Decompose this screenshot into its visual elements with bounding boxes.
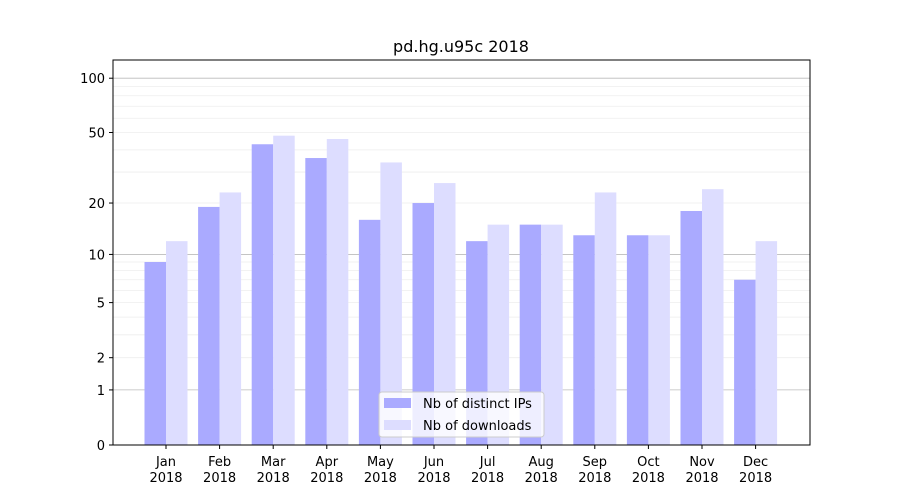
y-tick-label: 2 [97, 352, 105, 367]
x-tick-label: Jan 2018 [149, 455, 182, 486]
bar-distinct-ips [680, 210, 702, 445]
bar-distinct-ips [734, 279, 756, 445]
bar-downloads [541, 224, 563, 445]
y-tick-label: 20 [88, 197, 105, 212]
legend-swatch-downloads [384, 420, 411, 430]
bar-distinct-ips [144, 262, 166, 445]
bar-distinct-ips [251, 144, 274, 445]
y-tick-label: 5 [97, 297, 105, 312]
bar-downloads [166, 241, 188, 445]
bar-distinct-ips [573, 235, 595, 445]
bar-downloads [702, 189, 724, 445]
x-tick-label: Oct 2018 [632, 455, 665, 486]
bar-distinct-ips [305, 158, 327, 445]
x-tick-label: Nov 2018 [685, 455, 718, 486]
bar-distinct-ips [412, 203, 434, 445]
x-tick-label: Jun 2018 [417, 455, 450, 486]
y-tick-label: 10 [88, 248, 105, 263]
bar-downloads [594, 192, 617, 445]
bar-downloads [380, 162, 402, 445]
legend-box [378, 391, 545, 438]
y-tick-label: 0 [97, 439, 105, 454]
legend: Nb of distinct IPs Nb of downloads [378, 391, 545, 438]
legend-label-ips: Nb of distinct IPs [423, 397, 532, 412]
legend-label-downloads: Nb of downloads [423, 419, 532, 434]
bar-downloads [648, 235, 670, 445]
chart-title: pd.hg.u95c 2018 [393, 37, 529, 56]
x-tick-label: Sep 2018 [578, 455, 611, 486]
bar-downloads [755, 241, 778, 445]
bar-distinct-ips [626, 235, 649, 445]
x-tick-label: May 2018 [364, 455, 397, 486]
bar-distinct-ips [358, 219, 381, 445]
bar-distinct-ips [519, 224, 542, 445]
x-tick-label: Mar 2018 [257, 455, 290, 486]
x-tick-label: Jul 2018 [471, 455, 504, 486]
bar-downloads [219, 192, 242, 445]
bar-downloads [326, 139, 349, 445]
legend-swatch-ips [384, 398, 411, 408]
bar-downloads [487, 224, 510, 445]
bar-distinct-ips [198, 206, 220, 445]
bar-downloads [434, 183, 456, 445]
y-tick-label: 50 [88, 127, 105, 142]
x-tick-label: Aug 2018 [525, 455, 558, 486]
plot-frame [112, 59, 811, 446]
x-tick-label: Dec 2018 [739, 455, 772, 486]
x-tick-label: Feb 2018 [203, 455, 236, 486]
bar-downloads [273, 135, 295, 445]
y-tick-label: 1 [97, 384, 105, 399]
y-tick-label: 100 [80, 72, 105, 87]
x-tick-label: Apr 2018 [310, 455, 343, 486]
